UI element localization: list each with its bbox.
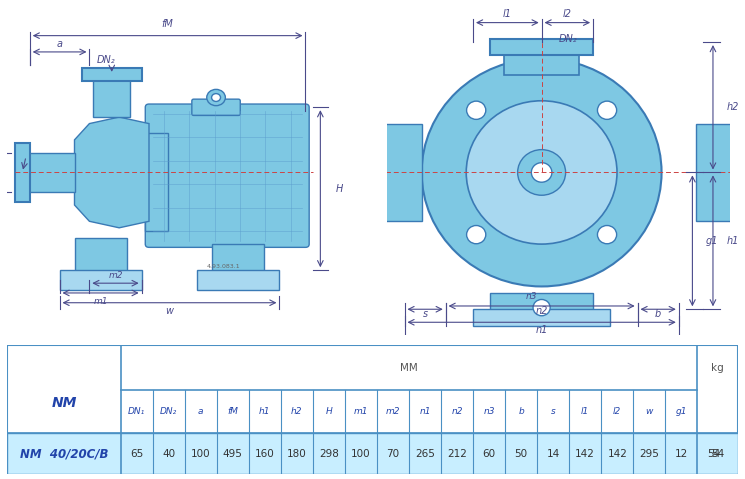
- FancyBboxPatch shape: [191, 99, 240, 115]
- Text: n3: n3: [525, 293, 537, 301]
- Bar: [93, 78, 130, 117]
- Bar: [15, 143, 30, 202]
- Text: H: H: [335, 184, 343, 194]
- Bar: [7, 433, 738, 474]
- Bar: [74, 238, 127, 283]
- Text: n2: n2: [451, 407, 463, 416]
- Text: a: a: [57, 39, 63, 49]
- Text: 212: 212: [447, 448, 467, 458]
- Text: l1: l1: [581, 407, 589, 416]
- Circle shape: [531, 163, 552, 182]
- Bar: [19, 153, 74, 192]
- Text: 100: 100: [191, 448, 211, 458]
- Circle shape: [518, 149, 565, 195]
- Text: fM: fM: [162, 19, 174, 29]
- Bar: [212, 244, 264, 283]
- Text: a: a: [198, 407, 203, 416]
- Text: n2: n2: [536, 306, 548, 316]
- Circle shape: [533, 299, 550, 316]
- Text: l2: l2: [613, 407, 621, 416]
- Text: 160: 160: [255, 448, 275, 458]
- Text: 54: 54: [711, 448, 724, 458]
- Circle shape: [597, 226, 617, 244]
- Text: h2: h2: [726, 103, 739, 112]
- Bar: [504, 49, 580, 75]
- Text: b: b: [655, 309, 662, 319]
- Circle shape: [597, 101, 617, 119]
- Text: m1: m1: [93, 297, 108, 306]
- Text: 495: 495: [223, 448, 243, 458]
- Text: h1: h1: [726, 236, 739, 246]
- Text: n3: n3: [484, 407, 495, 416]
- Text: g1: g1: [676, 407, 687, 416]
- Text: g1: g1: [706, 236, 719, 246]
- Bar: [696, 124, 737, 221]
- Text: n1: n1: [536, 325, 548, 335]
- Bar: [197, 270, 279, 290]
- Text: s: s: [422, 309, 428, 319]
- Bar: [490, 293, 593, 322]
- Text: 142: 142: [575, 448, 595, 458]
- Text: n1: n1: [419, 407, 431, 416]
- Text: 65: 65: [130, 448, 143, 458]
- Bar: [7, 433, 738, 474]
- Text: m2: m2: [386, 407, 400, 416]
- Bar: [60, 270, 142, 290]
- FancyBboxPatch shape: [145, 104, 309, 247]
- Text: MM: MM: [400, 363, 418, 373]
- Text: m1: m1: [354, 407, 368, 416]
- Text: m2: m2: [108, 271, 123, 280]
- Text: b: b: [519, 407, 524, 416]
- Bar: [82, 68, 142, 81]
- Text: h2: h2: [291, 407, 302, 416]
- Text: 180: 180: [287, 448, 307, 458]
- Text: 54: 54: [707, 448, 720, 458]
- Text: 14: 14: [547, 448, 559, 458]
- Bar: [490, 39, 593, 55]
- Text: 295: 295: [639, 448, 659, 458]
- Text: DN₂: DN₂: [97, 55, 115, 65]
- Text: w: w: [165, 306, 174, 316]
- Text: l1: l1: [503, 10, 512, 19]
- Text: DN₂: DN₂: [559, 34, 577, 44]
- Circle shape: [207, 90, 225, 106]
- Text: NM  40/20C/B: NM 40/20C/B: [20, 447, 108, 460]
- Text: 12: 12: [675, 448, 688, 458]
- Text: 142: 142: [607, 448, 627, 458]
- Text: 60: 60: [483, 448, 495, 458]
- Text: NM: NM: [51, 396, 77, 410]
- Text: 40: 40: [162, 448, 175, 458]
- Circle shape: [422, 58, 662, 286]
- Text: 4.93.083.1: 4.93.083.1: [206, 264, 241, 269]
- Polygon shape: [74, 117, 149, 228]
- Text: H: H: [326, 407, 332, 416]
- Bar: [473, 309, 610, 326]
- Text: w: w: [646, 407, 653, 416]
- Text: l2: l2: [562, 10, 572, 19]
- Text: s: s: [551, 407, 556, 416]
- Text: 298: 298: [319, 448, 339, 458]
- Circle shape: [212, 93, 221, 102]
- Text: 70: 70: [387, 448, 399, 458]
- Bar: [145, 133, 168, 231]
- Text: kg: kg: [711, 363, 724, 373]
- Circle shape: [466, 226, 486, 244]
- Text: 100: 100: [351, 448, 371, 458]
- Text: 265: 265: [415, 448, 435, 458]
- Text: DN₂: DN₂: [160, 407, 177, 416]
- Circle shape: [466, 101, 617, 244]
- Text: 50: 50: [515, 448, 527, 458]
- Bar: [381, 124, 422, 221]
- Text: fM: fM: [227, 407, 238, 416]
- Circle shape: [466, 101, 486, 119]
- Text: h1: h1: [259, 407, 270, 416]
- Text: DN₁: DN₁: [128, 407, 145, 416]
